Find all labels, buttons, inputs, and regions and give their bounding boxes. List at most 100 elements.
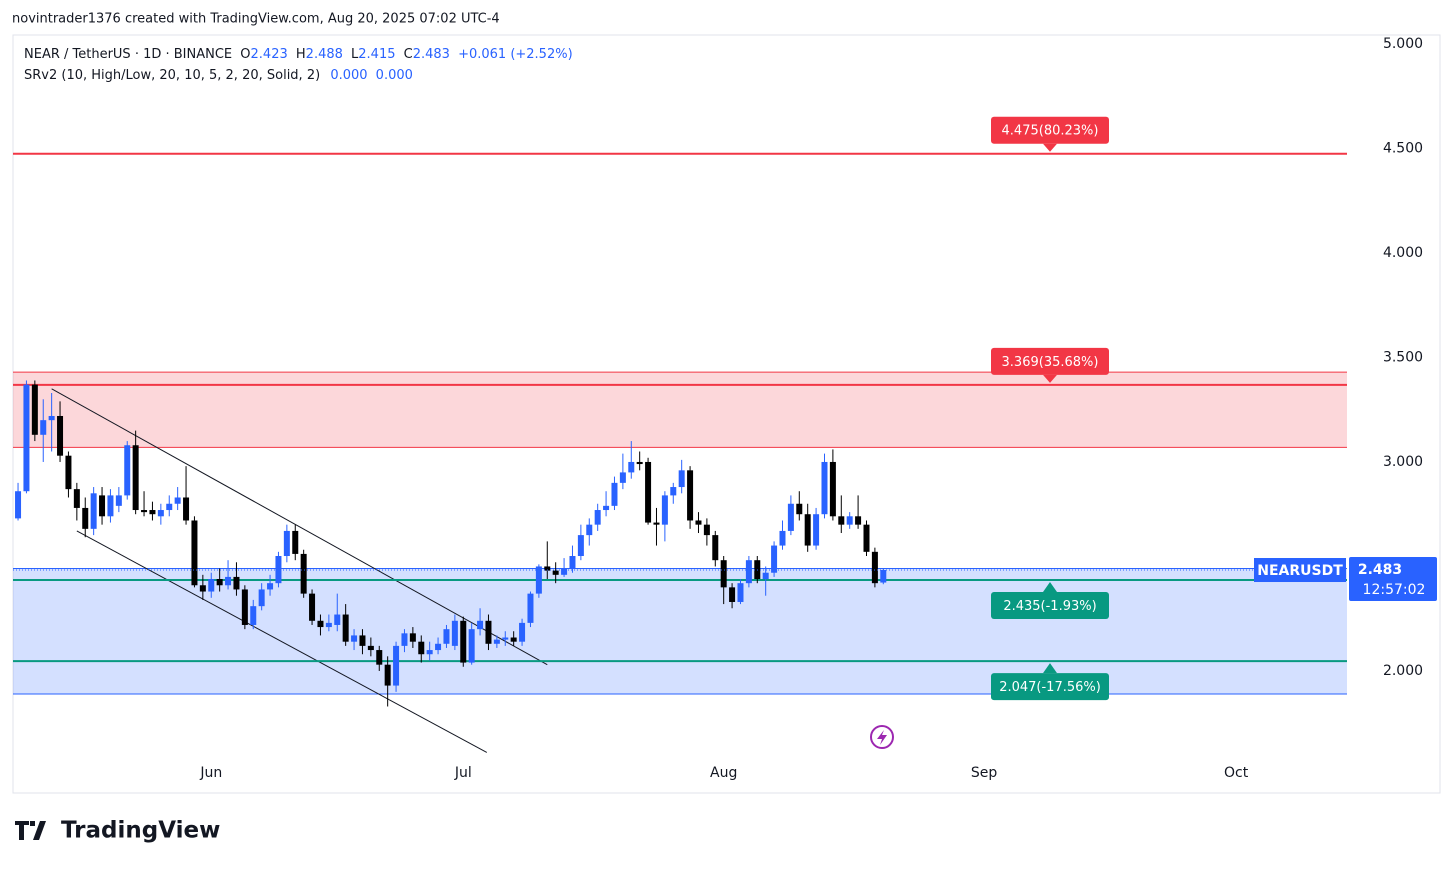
candle-body <box>821 461 828 515</box>
x-tick-label: Oct <box>1224 765 1249 781</box>
candle-body <box>745 560 752 584</box>
candle-body <box>804 514 811 546</box>
candle-body <box>426 650 433 655</box>
candle-body <box>401 633 408 646</box>
candle-body <box>199 585 206 592</box>
level-label-box <box>991 673 1109 701</box>
candle-body <box>292 530 299 554</box>
candle-body <box>712 535 719 561</box>
candle-body <box>115 495 122 506</box>
level-label-pointer <box>1043 143 1057 152</box>
candle-body <box>65 455 72 490</box>
candle-body <box>477 620 484 630</box>
candle-body <box>661 495 668 525</box>
l-value: 2.415 <box>358 47 395 62</box>
lightning-icon[interactable] <box>870 725 894 749</box>
candle-body <box>183 497 190 521</box>
candle-body <box>132 445 139 511</box>
candle-body <box>82 507 89 529</box>
candle-body <box>645 461 652 523</box>
candle-body <box>241 589 248 625</box>
candle-body <box>460 620 467 663</box>
zone <box>13 372 1347 448</box>
candle-body <box>233 576 240 590</box>
candle-body <box>829 461 836 517</box>
l-label: L <box>351 47 359 62</box>
candle-body <box>351 635 358 642</box>
symbol: NEAR / TetherUS · 1D · BINANCE <box>24 47 232 62</box>
level-label: 3.369(35.68%) <box>1002 355 1099 370</box>
candle-body <box>695 520 702 525</box>
price-tag-value: 2.483 <box>1358 562 1402 578</box>
ticker-tag <box>1254 558 1346 583</box>
candle-body <box>435 643 442 651</box>
candle-body <box>258 589 265 607</box>
candle-body <box>208 578 215 592</box>
candle-body <box>191 520 198 586</box>
candle-body <box>720 560 727 588</box>
candle-body <box>309 593 316 621</box>
candle-body <box>485 620 492 644</box>
candle-body <box>451 620 458 646</box>
candle-body <box>334 614 341 625</box>
chart-frame <box>12 34 1441 794</box>
candle-body <box>342 614 349 642</box>
candle-body <box>443 629 450 644</box>
candle-body <box>871 551 878 584</box>
h-value: 2.488 <box>306 47 343 62</box>
y-tick-label: 5.000 <box>1383 36 1423 52</box>
candle-body <box>880 570 887 583</box>
level-label: 4.475(80.23%) <box>1002 124 1099 139</box>
indicator-value: 0.000 <box>376 68 413 83</box>
candle-body <box>527 593 534 623</box>
price-tag <box>1349 557 1437 602</box>
level-label-box <box>991 592 1109 620</box>
candle-body <box>275 556 282 584</box>
candle-body <box>157 510 164 517</box>
trend-line <box>76 530 488 753</box>
candle-body <box>376 650 383 665</box>
candle-body <box>166 503 173 511</box>
candle-body <box>124 445 131 496</box>
candle-body <box>141 510 148 513</box>
price-tag-countdown: 12:57:02 <box>1363 582 1426 598</box>
candle-body <box>787 503 794 531</box>
level-label-box <box>991 347 1109 375</box>
candle-body <box>250 606 257 625</box>
candle-body <box>409 633 416 642</box>
candle-body <box>678 470 685 488</box>
candle-body <box>384 664 391 686</box>
candle-body <box>107 495 114 517</box>
candle-body <box>703 524 710 536</box>
candle-body <box>670 487 677 496</box>
candle-body <box>561 568 568 575</box>
candle-body <box>267 583 274 590</box>
y-tick-label: 3.500 <box>1383 349 1423 365</box>
candle-body <box>468 629 475 663</box>
x-tick-label: Jun <box>199 765 222 781</box>
brand: TradingView <box>15 818 220 844</box>
candle-body <box>317 620 324 628</box>
candle-body <box>90 493 97 529</box>
candle-body <box>796 503 803 515</box>
change: +0.061 (+2.52%) <box>458 47 573 62</box>
candle-body <box>519 622 526 642</box>
candle-body <box>367 645 374 651</box>
brand-name: TradingView <box>61 818 220 844</box>
candle-body <box>283 530 290 557</box>
candle-body <box>149 510 156 515</box>
candle-body <box>300 553 307 594</box>
brand-logo <box>15 821 46 840</box>
candle-body <box>729 587 736 602</box>
level-label-box <box>991 116 1109 144</box>
candle-body <box>577 535 584 557</box>
y-tick-label: 4.500 <box>1383 140 1423 156</box>
candle-body <box>569 556 576 569</box>
candle-body <box>535 566 542 594</box>
candle-body <box>40 420 47 435</box>
icon-bolt <box>877 730 887 745</box>
candle-body <box>855 516 862 525</box>
indicator-line: SRv2 (10, High/Low, 20, 10, 5, 2, 20, So… <box>24 68 413 83</box>
candle-body <box>737 583 744 602</box>
